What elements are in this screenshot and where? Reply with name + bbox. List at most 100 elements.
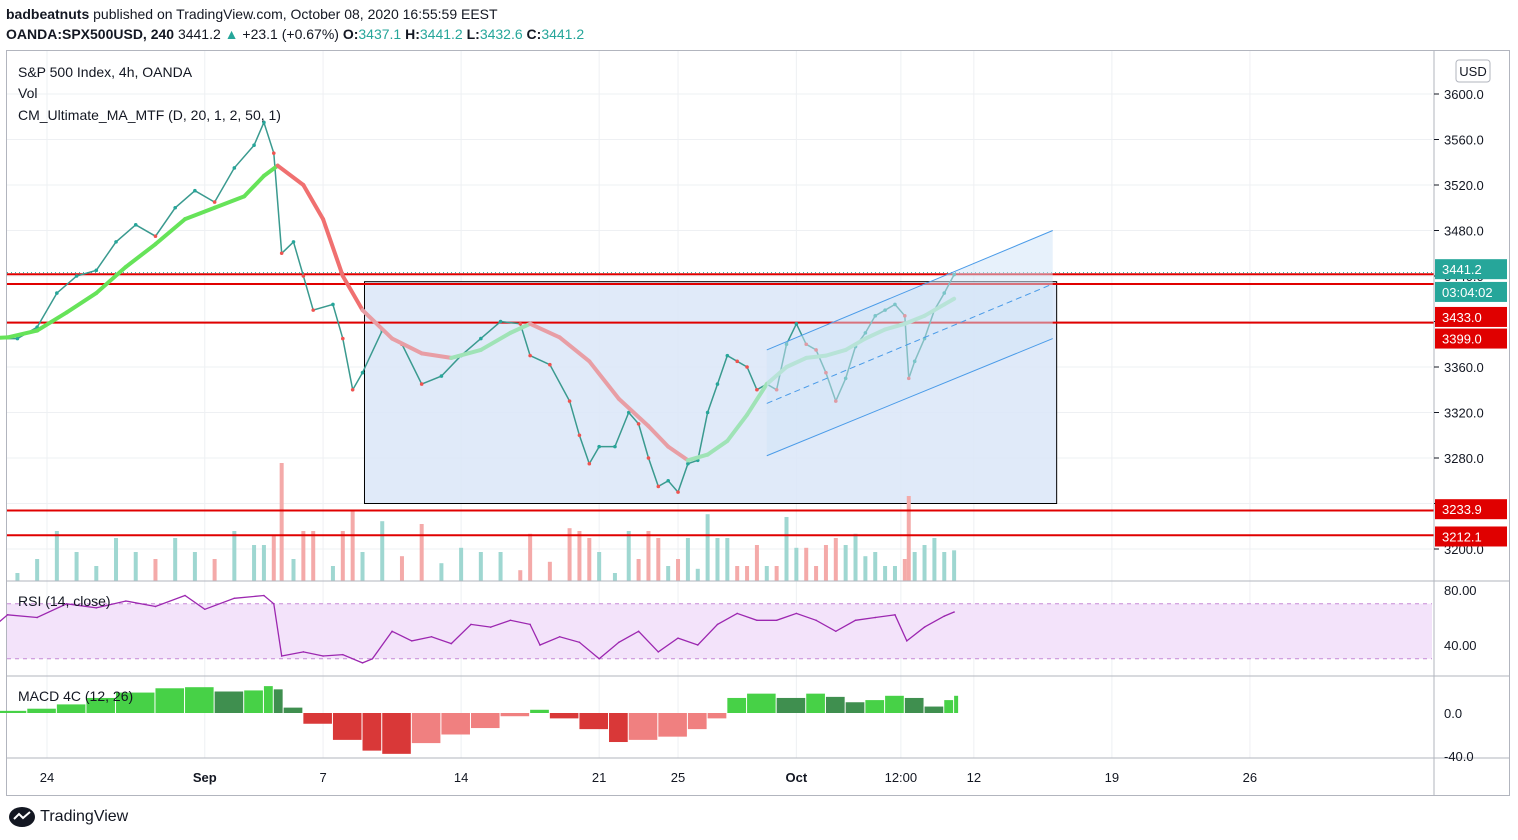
macd-bar-25 — [628, 713, 658, 740]
volume-bar-16 — [271, 535, 276, 581]
rsi-point-41 — [835, 630, 837, 633]
volume-bar-18 — [291, 559, 296, 581]
high-label: H: — [405, 26, 420, 42]
ma-segment-8 — [183, 205, 217, 222]
ma-segment-22 — [528, 321, 562, 340]
ma-segment-18 — [419, 351, 454, 360]
volume-bar-10 — [173, 538, 178, 581]
price-point-7 — [114, 240, 118, 244]
price-point-53 — [755, 387, 759, 392]
y-tick-label-7: 3480.0 — [1444, 224, 1484, 239]
rsi-point-42 — [854, 619, 857, 622]
author-name[interactable]: badbeatnuts — [6, 6, 90, 22]
macd-bar-26 — [658, 713, 687, 737]
volume-bar-45 — [676, 559, 681, 581]
price-point-33 — [528, 353, 532, 358]
rsi-point-25 — [529, 623, 531, 626]
symbol-header: OANDA:SPX500USD, 240 3441.2 ▲ +23.1 (+0.… — [6, 26, 584, 42]
macd-bar-15 — [362, 713, 382, 751]
rsi-point-26 — [539, 644, 541, 646]
volume-bar-66 — [883, 566, 888, 581]
price-tag-label-5: 3212.1 — [1442, 529, 1482, 544]
macd-bar-31 — [776, 697, 806, 713]
price-tag-label-3: 3399.0 — [1442, 332, 1482, 347]
price-tag-3 — [1435, 328, 1507, 349]
footer-brand-label: TradingView — [40, 808, 129, 826]
open-label: O: — [342, 26, 359, 42]
macd-bar-36 — [885, 695, 904, 713]
volume-bar-35 — [567, 528, 572, 581]
volume-bar-26 — [399, 556, 404, 581]
price-point-21 — [331, 302, 335, 307]
macd-bar-4 — [86, 697, 116, 713]
volume-bar-36 — [577, 531, 582, 581]
rsi-legend: RSI (14, close) — [18, 593, 111, 609]
price-point-19 — [301, 274, 306, 278]
volume-bar-48 — [705, 514, 710, 581]
price-point-52 — [745, 365, 749, 369]
price-point-43 — [656, 484, 661, 489]
volume-bar-64 — [863, 556, 868, 581]
volume-bar-58 — [804, 547, 809, 581]
ma-segment-6 — [123, 242, 158, 269]
rsi-point-3 — [65, 602, 68, 605]
volume-bar-29 — [459, 547, 464, 581]
macd-bar-22 — [549, 713, 579, 719]
footer-brand[interactable]: TradingView — [8, 806, 128, 828]
price-point-22 — [341, 336, 345, 341]
volume-bar-71 — [922, 545, 927, 581]
close-label: C: — [526, 26, 542, 42]
price-point-46 — [686, 461, 690, 466]
range-box — [363, 281, 1058, 504]
macd-bar-18 — [441, 713, 470, 735]
ma-segment-11 — [261, 163, 280, 178]
macd-bar-3 — [56, 704, 86, 713]
channel-fill — [766, 230, 1053, 456]
macd-bar-23 — [579, 713, 609, 730]
volume-bar-5 — [74, 552, 79, 581]
currency-button[interactable] — [1455, 59, 1491, 83]
macd-bar-19 — [470, 713, 500, 729]
macd-bar-2 — [27, 708, 56, 713]
price-tag-4 — [1435, 499, 1507, 520]
rsi-point-45 — [905, 640, 908, 642]
rsi-point-16 — [361, 662, 364, 664]
rsi-point-14 — [322, 655, 324, 657]
volume-bar-51 — [735, 566, 740, 581]
price-point-24 — [360, 370, 365, 375]
x-tick-label-5: 25 — [671, 770, 685, 785]
volume-bar-57 — [794, 547, 799, 581]
main-legend-title: S&P 500 Index, 4h, OANDA — [18, 64, 193, 80]
rsi-point-6 — [154, 605, 157, 608]
volume-bar-4 — [54, 531, 59, 581]
ma-segment-5 — [94, 264, 128, 296]
volume-bar-42 — [646, 531, 651, 581]
ma-segment-14 — [321, 217, 345, 278]
volume-bar-41 — [636, 559, 641, 581]
price-point-37 — [587, 461, 592, 466]
volume-bar-49 — [715, 538, 720, 581]
ma-segment-1 — [0, 335, 10, 340]
volume-bar-56 — [784, 517, 789, 581]
price-point-57 — [794, 321, 799, 326]
price-point-34 — [548, 362, 552, 367]
price-tag-label-0: 3441.2 — [1442, 262, 1482, 277]
rsi-point-13 — [302, 651, 305, 653]
price-point-27 — [419, 382, 424, 386]
rsi-point-28 — [578, 641, 581, 644]
rsi-point-18 — [391, 630, 393, 633]
volume-bar-31 — [498, 552, 503, 581]
rsi-point-21 — [450, 642, 453, 645]
macd-bar-37 — [904, 697, 924, 713]
price-point-38 — [597, 444, 601, 449]
rsi-point-32 — [657, 651, 660, 653]
x-tick-label-7: 12:00 — [885, 770, 918, 785]
volume-bar-6 — [94, 566, 99, 581]
rsi-point-37 — [756, 619, 758, 622]
channel-middle — [766, 283, 1053, 404]
volume-bar-40 — [626, 531, 631, 581]
macd-bar-24 — [609, 713, 628, 743]
rsi-point-47 — [943, 615, 946, 617]
price-point-30 — [479, 336, 483, 341]
